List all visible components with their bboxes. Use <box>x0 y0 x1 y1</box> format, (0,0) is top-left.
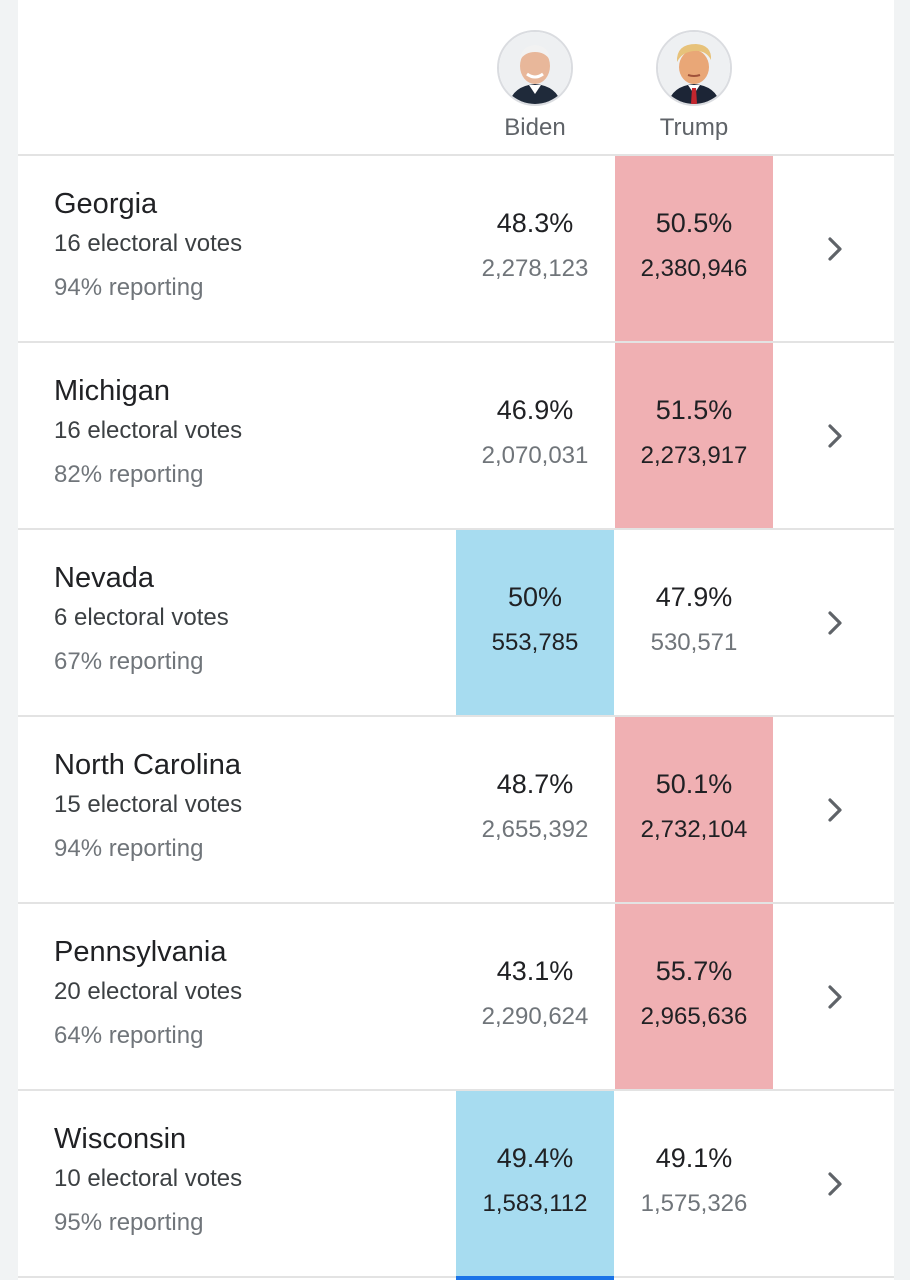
trump-avatar <box>656 30 732 106</box>
trump-votes: 2,732,104 <box>640 816 748 843</box>
state-name: Wisconsin <box>54 1123 187 1155</box>
state-name: Nevada <box>54 562 154 594</box>
biden-percent: 48.3% <box>496 208 574 238</box>
biden-votes: 2,290,624 <box>481 1003 589 1030</box>
electoral-votes: 16 electoral votes <box>54 230 243 257</box>
electoral-votes: 10 electoral votes <box>54 1165 243 1192</box>
trump-result: 49.1% 1,575,326 <box>615 1091 773 1276</box>
biden-result: 48.7% 2,655,392 <box>456 717 614 902</box>
chevron-right-icon[interactable] <box>820 608 850 638</box>
chevron-right-icon[interactable] <box>820 421 850 451</box>
candidate-trump[interactable]: Trump <box>615 30 773 142</box>
trump-percent: 55.7% <box>655 956 733 986</box>
trump-votes: 2,273,917 <box>640 442 748 469</box>
results-card: Biden Trump Georgia 16 electoral votes <box>18 0 894 1280</box>
trump-result: 47.9% 530,571 <box>615 530 773 715</box>
trump-percent: 47.9% <box>655 582 733 612</box>
state-name: Pennsylvania <box>54 936 227 968</box>
trump-percent: 49.1% <box>655 1143 733 1173</box>
biden-percent: 48.7% <box>496 769 574 799</box>
trump-result: 50.5% 2,380,946 <box>615 156 773 341</box>
state-row-michigan[interactable]: Michigan 16 electoral votes 82% reportin… <box>18 343 894 530</box>
state-info: Georgia 16 electoral votes 94% reporting <box>54 186 242 304</box>
state-row-nevada[interactable]: Nevada 6 electoral votes 67% reporting 5… <box>18 530 894 717</box>
trump-label: Trump <box>659 114 729 141</box>
biden-label: Biden <box>504 114 566 141</box>
trump-result: 51.5% 2,273,917 <box>615 343 773 528</box>
biden-votes: 553,785 <box>491 629 579 656</box>
state-row-pennsylvania[interactable]: Pennsylvania 20 electoral votes 64% repo… <box>18 904 894 1091</box>
next-row-edge <box>456 1276 614 1280</box>
biden-result: 46.9% 2,070,031 <box>456 343 614 528</box>
state-row-georgia[interactable]: Georgia 16 electoral votes 94% reporting… <box>18 156 894 343</box>
biden-percent: 43.1% <box>496 956 574 986</box>
biden-percent: 46.9% <box>496 395 574 425</box>
state-info: Wisconsin 10 electoral votes 95% reporti… <box>54 1121 242 1239</box>
biden-percent: 50% <box>507 582 563 612</box>
trump-votes: 1,575,326 <box>640 1190 748 1217</box>
reporting-status: 95% reporting <box>54 1209 204 1236</box>
state-info: Pennsylvania 20 electoral votes 64% repo… <box>54 934 242 1052</box>
state-name: North Carolina <box>54 749 241 781</box>
state-info: North Carolina 15 electoral votes 94% re… <box>54 747 242 865</box>
chevron-right-icon[interactable] <box>820 982 850 1012</box>
state-name: Georgia <box>54 188 158 220</box>
trump-percent: 50.5% <box>655 208 733 238</box>
trump-result: 50.1% 2,732,104 <box>615 717 773 902</box>
biden-votes: 2,070,031 <box>481 442 589 469</box>
trump-percent: 50.1% <box>655 769 733 799</box>
biden-result: 48.3% 2,278,123 <box>456 156 614 341</box>
biden-votes: 2,278,123 <box>481 255 589 282</box>
reporting-status: 67% reporting <box>54 648 204 675</box>
electoral-votes: 20 electoral votes <box>54 978 243 1005</box>
chevron-right-icon[interactable] <box>820 795 850 825</box>
trump-percent: 51.5% <box>655 395 733 425</box>
reporting-status: 94% reporting <box>54 835 204 862</box>
electoral-votes: 16 electoral votes <box>54 417 243 444</box>
chevron-right-icon[interactable] <box>820 234 850 264</box>
reporting-status: 64% reporting <box>54 1022 204 1049</box>
trump-result: 55.7% 2,965,636 <box>615 904 773 1089</box>
biden-votes: 1,583,112 <box>482 1190 588 1217</box>
state-info: Michigan 16 electoral votes 82% reportin… <box>54 373 242 491</box>
biden-result: 43.1% 2,290,624 <box>456 904 614 1089</box>
trump-votes: 530,571 <box>650 629 738 656</box>
state-row-north-carolina[interactable]: North Carolina 15 electoral votes 94% re… <box>18 717 894 904</box>
biden-votes: 2,655,392 <box>481 816 589 843</box>
biden-result: 50% 553,785 <box>456 530 614 715</box>
state-name: Michigan <box>54 375 171 407</box>
biden-percent: 49.4% <box>496 1143 574 1173</box>
chevron-right-icon[interactable] <box>820 1169 850 1199</box>
state-info: Nevada 6 electoral votes 67% reporting <box>54 560 229 678</box>
reporting-status: 94% reporting <box>54 274 204 301</box>
trump-votes: 2,380,946 <box>640 255 748 282</box>
candidate-biden[interactable]: Biden <box>456 30 614 142</box>
candidates-header: Biden Trump <box>18 0 894 156</box>
state-row-wisconsin[interactable]: Wisconsin 10 electoral votes 95% reporti… <box>18 1091 894 1278</box>
electoral-votes: 6 electoral votes <box>54 604 229 631</box>
reporting-status: 82% reporting <box>54 461 204 488</box>
electoral-votes: 15 electoral votes <box>54 791 243 818</box>
biden-result: 49.4% 1,583,112 <box>456 1091 614 1276</box>
biden-avatar <box>497 30 573 106</box>
trump-votes: 2,965,636 <box>640 1003 748 1030</box>
